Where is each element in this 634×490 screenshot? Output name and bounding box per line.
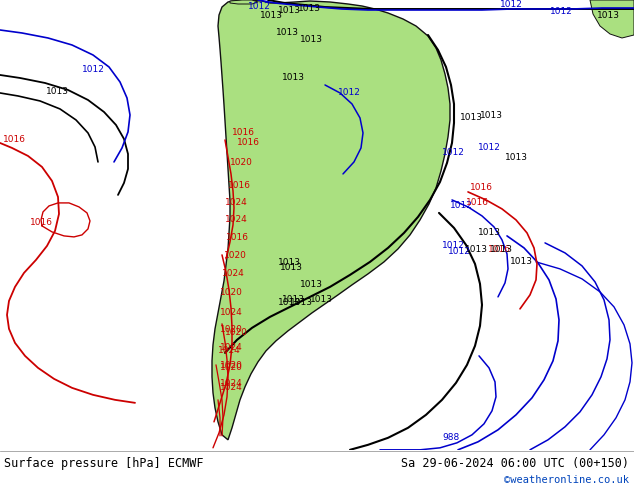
Text: 1024: 1024	[225, 198, 248, 207]
Text: 1013: 1013	[276, 28, 299, 37]
Text: 1013: 1013	[280, 263, 303, 272]
Text: Sa 29-06-2024 06:00 UTC (00+150): Sa 29-06-2024 06:00 UTC (00+150)	[401, 457, 629, 470]
Polygon shape	[230, 0, 258, 4]
Text: 1013: 1013	[460, 113, 483, 122]
Text: 988: 988	[442, 433, 459, 442]
Text: 1016: 1016	[226, 233, 249, 242]
Text: 1020: 1020	[225, 328, 248, 337]
Text: 1013: 1013	[465, 245, 488, 254]
Text: 1012: 1012	[82, 65, 105, 74]
Text: 1016: 1016	[30, 218, 53, 227]
Text: 1013: 1013	[282, 295, 305, 304]
Text: 1012: 1012	[338, 88, 361, 97]
Text: 1013: 1013	[46, 87, 69, 96]
Text: 1024: 1024	[220, 343, 243, 352]
Text: 1020: 1020	[220, 288, 243, 297]
Text: 1024: 1024	[220, 308, 243, 317]
Text: 1016: 1016	[237, 138, 260, 147]
Text: 1016: 1016	[228, 181, 251, 190]
Text: 1013: 1013	[282, 73, 305, 82]
Text: 1012: 1012	[442, 148, 465, 157]
Text: 1024: 1024	[222, 269, 245, 278]
Text: 1016: 1016	[232, 128, 255, 137]
Text: 1016: 1016	[488, 245, 511, 254]
Text: 1013: 1013	[597, 11, 620, 20]
Text: 1020: 1020	[220, 325, 243, 334]
Text: 1016: 1016	[470, 183, 493, 192]
Text: Surface pressure [hPa] ECMWF: Surface pressure [hPa] ECMWF	[4, 457, 204, 470]
Text: 1013: 1013	[278, 258, 301, 267]
Text: 1020: 1020	[224, 251, 247, 260]
Text: 1024: 1024	[220, 383, 243, 392]
Text: 1012: 1012	[478, 143, 501, 152]
Text: 1013: 1013	[260, 11, 283, 20]
Text: 1016: 1016	[466, 198, 489, 207]
Text: 1013: 1013	[300, 280, 323, 289]
Text: 1020: 1020	[220, 361, 243, 370]
Text: 1012: 1012	[442, 241, 465, 250]
Text: 1012: 1012	[450, 201, 473, 210]
Polygon shape	[590, 0, 634, 38]
Text: 1020: 1020	[230, 158, 253, 167]
Text: 1013: 1013	[278, 298, 301, 307]
Text: 1013: 1013	[310, 295, 333, 304]
Text: 1013: 1013	[510, 257, 533, 266]
Text: 1013: 1013	[278, 6, 301, 15]
Text: 1024: 1024	[218, 346, 241, 355]
Text: 1013: 1013	[290, 298, 313, 307]
Polygon shape	[212, 0, 450, 440]
Text: 1013: 1013	[505, 153, 528, 162]
Text: 1012: 1012	[448, 247, 471, 256]
Text: 1012: 1012	[550, 7, 573, 16]
Text: 1016: 1016	[3, 135, 26, 144]
Text: 1013: 1013	[298, 4, 321, 13]
Text: 1024: 1024	[220, 379, 243, 388]
Text: 1013: 1013	[300, 35, 323, 44]
Text: 1024: 1024	[225, 215, 248, 224]
Text: 1020: 1020	[220, 363, 243, 372]
Text: 1013: 1013	[478, 228, 501, 237]
Text: 1013: 1013	[490, 245, 513, 254]
Text: 1012: 1012	[500, 0, 523, 9]
Text: 1012: 1012	[248, 2, 271, 11]
Text: 1013: 1013	[480, 111, 503, 120]
Text: ©weatheronline.co.uk: ©weatheronline.co.uk	[504, 475, 629, 485]
